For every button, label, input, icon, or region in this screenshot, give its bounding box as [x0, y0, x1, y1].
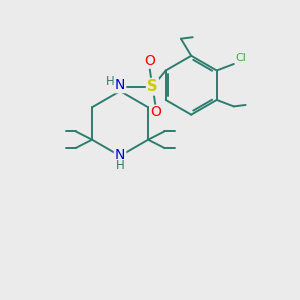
- Text: H: H: [106, 75, 115, 88]
- Text: N: N: [115, 78, 125, 92]
- Text: O: O: [144, 54, 155, 68]
- Text: S: S: [147, 79, 158, 94]
- Text: N: N: [115, 148, 125, 162]
- Text: Cl: Cl: [236, 52, 246, 62]
- Text: H: H: [116, 159, 124, 172]
- Text: O: O: [150, 105, 161, 119]
